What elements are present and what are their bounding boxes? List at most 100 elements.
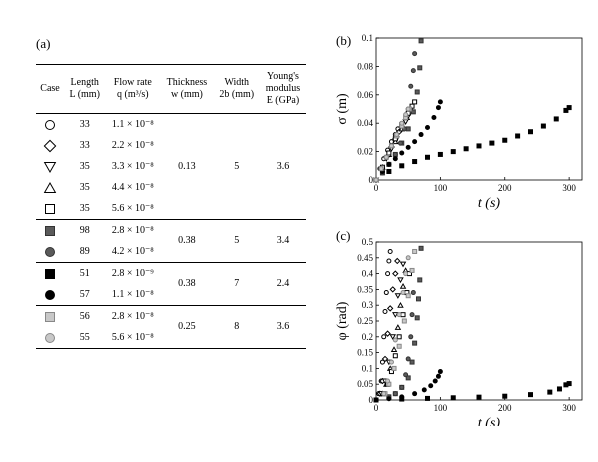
square-open-marker-shape <box>45 203 56 214</box>
x-tick-label: 100 <box>434 403 448 413</box>
data-point-square-black <box>437 151 443 157</box>
data-point-diamond-open <box>386 305 394 312</box>
data-point-square-open <box>388 369 394 375</box>
length-cell: 35 <box>79 202 90 214</box>
data-point-square-gray-dark <box>409 359 415 365</box>
circle-black-marker-shape <box>45 289 56 300</box>
data-point-triangle-up-open <box>390 346 398 352</box>
circle-open-marker-icon <box>45 119 56 130</box>
phi-vs-time-chart: 0 100 200 300 0 0.05 0.1 0.15 0.2 0.25 0.3 0.35 0.4 0… <box>335 237 583 426</box>
data-point-circle-black <box>399 150 405 156</box>
y-tick-label: 0.1 <box>362 33 373 43</box>
data-point-square-gray-dark <box>414 89 420 95</box>
y-axis-label: σ (m) <box>335 93 350 125</box>
y-tick-label: 0.25 <box>357 316 373 326</box>
data-point-circle-gray-dark <box>405 356 411 362</box>
data-point-square-black <box>515 133 521 139</box>
data-point-square-black <box>556 386 562 392</box>
data-point-circle-black <box>412 139 418 145</box>
data-point-circle-black <box>425 124 430 130</box>
data-point-diamond-open <box>392 270 399 277</box>
data-point-square-black <box>412 159 418 165</box>
x-tick-label: 300 <box>562 403 576 413</box>
data-point-square-black <box>450 395 456 401</box>
data-point-square-gray-light <box>405 293 411 299</box>
diamond-open-marker-icon <box>43 139 57 152</box>
data-point-triangle-up-open <box>397 301 404 308</box>
data-point-triangle-down-open <box>389 334 396 341</box>
data-point-circle-black <box>437 99 443 105</box>
flow-rate-cell: 5.6 × 10⁻⁸ <box>111 331 154 343</box>
table-row: 56 2.8 × 10⁻⁸ 0.25 8 3.6 <box>36 306 306 332</box>
table-row: 33 1.1 × 10⁻⁸ 0.13 5 3.6 <box>36 114 306 172</box>
data-point-circle-gray-light <box>396 312 402 318</box>
data-point-square-gray-dark <box>412 340 418 346</box>
length-cell: 51 <box>79 267 90 279</box>
data-point-circle-gray-dark <box>408 334 414 340</box>
data-point-square-black <box>563 107 569 113</box>
data-point-square-black <box>528 392 533 398</box>
data-point-diamond-open <box>389 286 396 293</box>
data-point-square-black <box>489 140 495 146</box>
case-marker-cell <box>36 198 64 220</box>
data-point-diamond-open <box>384 330 391 337</box>
data-point-square-black <box>463 146 469 152</box>
data-point-circle-black <box>437 369 443 375</box>
x-tick-label: 300 <box>562 183 576 193</box>
data-point-circle-gray-light <box>385 378 391 384</box>
modulus-cell: 3.6 <box>276 160 290 172</box>
flow-rate-cell: 2.8 × 10⁻⁹ <box>111 267 154 279</box>
table-row: 98 2.8 × 10⁻⁸ 0.38 5 3.4 <box>36 220 306 246</box>
data-point-circle-gray-light <box>405 106 411 112</box>
square-gray-light-marker-icon <box>45 311 56 322</box>
modulus-cell: 3.6 <box>276 321 290 332</box>
modulus-cell: 2.4 <box>276 278 290 289</box>
flow-rate-cell: 4.4 × 10⁻⁸ <box>111 181 154 193</box>
data-point-circle-open <box>382 309 388 315</box>
data-point-circle-gray-light <box>405 255 411 261</box>
thickness-cell: 0.38 <box>178 235 196 246</box>
length-cell: 89 <box>79 245 90 257</box>
data-point-square-gray-light <box>401 318 407 324</box>
table-row: 35 5.6 × 10⁻⁸ <box>36 198 306 220</box>
flow-rate-cell: 1.1 × 10⁻⁸ <box>111 118 154 130</box>
width-cell: 8 <box>234 321 240 332</box>
data-point-circle-gray-light <box>381 391 387 397</box>
data-point-circle-gray-light <box>403 271 409 277</box>
data-point-square-gray-dark <box>418 245 424 251</box>
data-point-circle-black <box>435 373 441 379</box>
data-point-square-black <box>425 154 430 160</box>
data-point-square-black <box>566 381 572 387</box>
data-point-square-gray-dark <box>414 315 420 321</box>
flow-rate-cell: 2.2 × 10⁻⁸ <box>111 139 154 151</box>
square-black-marker-shape <box>45 268 56 279</box>
x-tick-label: 200 <box>498 403 512 413</box>
table-group: 98 2.8 × 10⁻⁸ 0.38 5 3.4 89 4.2 × 10⁻⁸ <box>36 220 306 263</box>
data-point-triangle-down-open <box>399 261 407 268</box>
data-point-circle-gray-light <box>388 359 394 365</box>
flow-rate-cell: 4.2 × 10⁻⁸ <box>111 245 154 257</box>
y-tick-label: 0.45 <box>357 253 373 263</box>
data-point-square-gray-dark <box>417 277 423 283</box>
data-point-square-gray-dark <box>410 109 416 115</box>
width-cell: 5 <box>234 160 240 172</box>
y-tick-label: 0.1 <box>362 363 373 373</box>
parameters-table: Case Length L (mm) Flow rate q (m³/s) Thic… <box>36 64 306 349</box>
flow-rate-cell: 3.3 × 10⁻⁸ <box>111 160 154 172</box>
case-marker-cell <box>36 306 64 328</box>
case-marker-cell <box>36 284 64 306</box>
header-thickness: Thickness w (mm) <box>166 77 208 100</box>
data-point-circle-open <box>386 258 392 264</box>
data-point-circle-black <box>431 115 437 121</box>
y-tick-label: 0.3 <box>362 300 374 310</box>
length-cell: 55 <box>79 331 90 343</box>
data-point-square-black <box>547 389 553 395</box>
data-point-circle-black <box>386 396 392 402</box>
square-open-marker-icon <box>45 203 56 214</box>
data-point-square-gray-dark <box>417 65 423 71</box>
data-point-square-black <box>540 123 546 129</box>
data-point-circle-gray-light <box>378 166 384 172</box>
flow-rate-cell: 5.6 × 10⁻⁸ <box>111 202 154 214</box>
data-point-square-gray-dark <box>415 296 421 302</box>
data-point-square-black <box>476 394 482 400</box>
